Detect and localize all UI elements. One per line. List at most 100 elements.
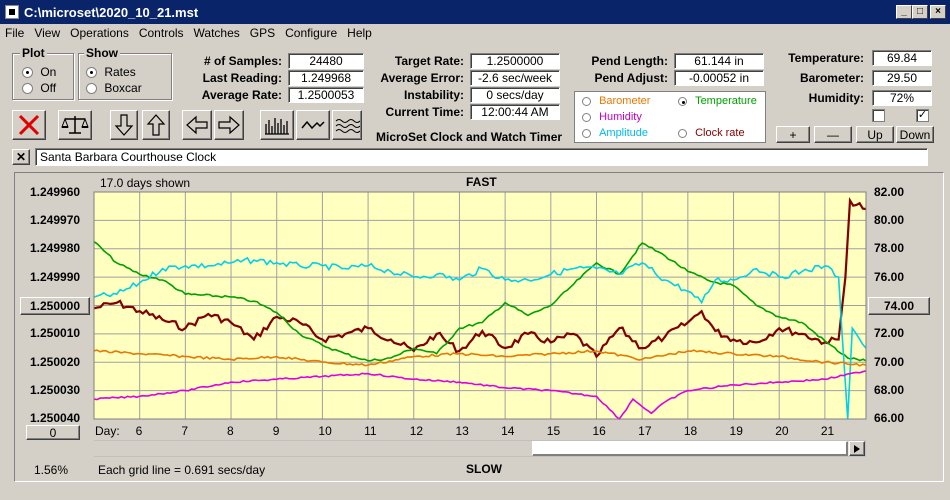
aux-barometer-label: Barometer [599,95,651,107]
menu-controls[interactable]: Controls [138,26,184,40]
center-aux-button[interactable]: 74.00 [868,297,930,315]
chart-border [93,191,867,420]
arrow-up-icon [146,114,166,136]
x-tick-label: 7 [181,424,189,438]
y-right-tick: 68.00 [874,383,905,397]
aux-clock-rate-radio[interactable]: Clock rate [678,127,745,139]
menu-operations[interactable]: Operations [70,26,129,40]
x-tick-label: 16 [592,424,606,438]
y-right-tick: 76.00 [874,270,905,284]
minimize-button[interactable]: _ [896,5,912,19]
zero-button[interactable]: 0 [26,425,80,440]
balance-button[interactable] [58,110,92,140]
day-axis-label: Day: [95,424,120,438]
scrollbar-right-arrow[interactable] [849,441,865,456]
balance-icon [61,116,89,134]
target-rate-value[interactable]: 1.2500000 [470,53,560,69]
scale-down-button[interactable]: Down [896,126,934,143]
y-right-tick: 66.00 [874,411,905,425]
aux-amplitude-radio[interactable]: Amplitude [582,127,648,139]
stop-icon [18,114,40,136]
menu-help[interactable]: Help [347,26,372,40]
y-right-tick: 82.00 [874,185,905,199]
maximize-button[interactable]: □ [912,5,928,19]
menu-watches[interactable]: Watches [193,26,240,40]
scrollbar-track-left[interactable] [94,441,532,456]
x-tick-label: 11 [364,424,377,438]
aux-clock-rate-label: Clock rate [695,127,745,139]
bars-view-button[interactable] [260,110,294,140]
average-rate-value: 1.2500053 [288,87,364,103]
show-rates-radio[interactable]: Rates [86,65,136,79]
y-right-tick: 70.00 [874,355,905,369]
show-rates-label: Rates [104,65,136,79]
chart-frame [14,172,944,482]
arrow-left-button[interactable] [182,110,212,140]
series-line [93,370,867,421]
arrow-up-button[interactable] [142,110,170,140]
multiwave-view-button[interactable] [332,110,362,140]
y-left-tick: 1.249990 [30,270,81,284]
aux-plot-options [574,91,766,143]
wave-view-button[interactable] [296,110,330,140]
barometer-value: 29.50 [872,70,932,86]
plot-on-label: On [40,65,57,79]
show-boxcar-radio[interactable]: Boxcar [86,81,142,95]
menu-configure[interactable]: Configure [285,26,338,40]
center-rate-button[interactable]: 1.250000 [20,297,90,315]
x-tick-label: 6 [135,424,143,438]
temperature-value: 69.84 [872,50,932,66]
percent-label: 1.56% [34,463,69,477]
x-tick-label: 10 [318,424,332,438]
fast-label: FAST [466,175,497,189]
target-rate-label: Target Rate: [394,54,464,68]
arrow-right-button[interactable] [214,110,244,140]
menu-gps[interactable]: GPS [249,26,276,40]
plot-on-radio[interactable]: On [22,65,56,79]
x-tick-label: 19 [729,424,743,438]
menu-bar: File View Operations Controls Watches GP… [0,24,950,42]
clock-name-input[interactable]: Santa Barbara Courthouse Clock [35,148,928,166]
wave-icon [301,120,325,130]
y-right-tick: 72.00 [874,326,905,340]
menu-view[interactable]: View [34,26,61,40]
arrow-down-button[interactable] [110,110,138,140]
arrow-down-icon [114,114,134,136]
samples-label: # of Samples: [203,54,282,68]
last-reading-label: Last Reading: [202,71,282,85]
scale-up-button[interactable]: Up [856,126,894,143]
scale-plus-button[interactable]: + [776,126,810,143]
last-reading-value: 1.249968 [288,70,364,86]
aux-barometer-radio[interactable]: Barometer [582,95,650,107]
current-time-value: 12:00:44 AM [470,104,560,120]
pend-length-label: Pend Length: [591,54,668,68]
plot-off-radio[interactable]: Off [22,81,56,95]
right-checkbox[interactable]: ✓ [916,109,929,122]
pend-length-value[interactable]: 61.144 in [674,53,764,69]
y-left-tick: 1.250030 [30,383,81,397]
y-left-tick: 1.250020 [30,355,81,369]
close-button[interactable]: × [930,5,946,19]
aux-temperature-radio[interactable]: Temperature [678,95,757,107]
window-title: C:\microset\2020_10_21.mst [24,4,199,20]
scrollbar-thumb[interactable] [532,441,848,456]
y-right-tick: 78.00 [874,241,905,255]
days-shown-label: 17.0 days shown [100,176,191,190]
y-left-tick: 1.249970 [30,213,81,227]
stop-button[interactable] [12,110,46,140]
app-name-label: MicroSet Clock and Watch Timer [376,130,563,144]
x-tick-label: 8 [227,424,234,438]
slow-label: SLOW [466,462,502,476]
grid-note-label: Each grid line = 0.691 secs/day [98,463,266,477]
clear-clock-name-button[interactable]: ✕ [12,149,30,165]
humidity-label: Humidity: [808,91,864,105]
series-line [93,256,867,420]
plot-group-title: Plot [20,46,47,60]
x-tick-label: 14 [501,424,515,438]
scale-minus-button[interactable]: — [814,126,852,143]
left-checkbox[interactable] [872,109,885,122]
bars-icon [265,118,289,135]
menu-file[interactable]: File [5,26,25,40]
multiwave-icon [335,119,360,133]
aux-humidity-radio[interactable]: Humidity [582,111,642,123]
